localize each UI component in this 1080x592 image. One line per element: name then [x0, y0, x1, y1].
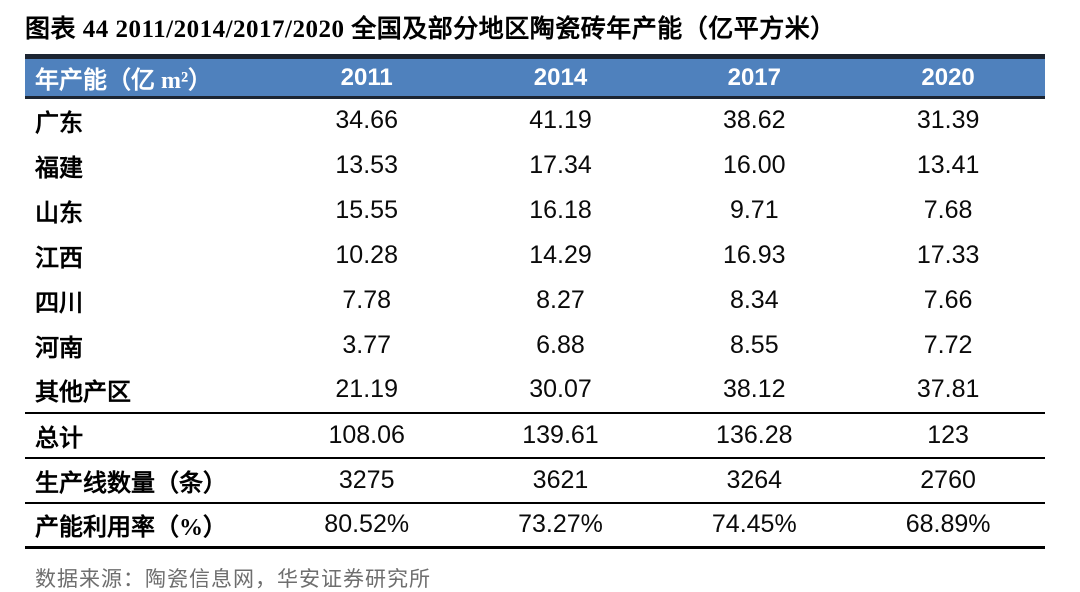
value-cell: 3275: [338, 465, 395, 494]
value-cell: 15.55: [335, 195, 398, 224]
table-row: 山东 15.55 16.18 9.71 7.68: [25, 188, 1045, 233]
value-cell: 37.81: [916, 375, 980, 403]
table-row: 江西 10.28 14.29 16.93 17.33: [25, 233, 1045, 278]
value-cell: 6.88: [536, 330, 585, 359]
value-cell: 7.66: [923, 285, 973, 314]
value-cell: 7.72: [923, 330, 973, 359]
value-cell: 17.34: [529, 150, 592, 179]
value-cell: 7.68: [923, 195, 973, 224]
total-row: 总计 108.06 139.61 136.28 123: [25, 412, 1045, 458]
value-cell: 21.19: [335, 375, 398, 403]
value-cell: 34.66: [335, 106, 398, 135]
value-cell: 38.12: [723, 375, 786, 403]
table-row: 福建 13.53 17.34 16.00 13.41: [25, 143, 1045, 188]
figure-title: 图表 44 2011/2014/2017/2020 全国及部分地区陶瓷砖年产能（…: [25, 16, 836, 43]
value-cell: 41.19: [529, 106, 592, 135]
total-label: 总计: [35, 425, 83, 452]
value-cell: 136.28: [716, 420, 793, 449]
region-label: 山东: [35, 200, 83, 227]
value-cell: 80.52%: [324, 510, 410, 539]
value-cell: 7.78: [342, 285, 392, 314]
region-label: 其他产区: [35, 380, 131, 406]
header-year-2014: 2014: [463, 54, 658, 99]
utilization-row: 产能利用率（%） 80.52% 73.27% 74.45% 68.89%: [25, 503, 1045, 548]
value-cell: 38.62: [723, 106, 786, 135]
value-cell: 16.18: [529, 195, 592, 224]
utilization-label: 产能利用率（%）: [35, 515, 227, 542]
region-label: 四川: [35, 290, 83, 317]
value-cell: 3.77: [342, 330, 392, 359]
value-cell: 123: [927, 420, 969, 449]
value-cell: 16.93: [723, 240, 786, 269]
value-cell: 9.71: [729, 195, 779, 224]
value-cell: 31.39: [916, 106, 980, 135]
value-cell: 3264: [726, 465, 783, 494]
capacity-table: 年产能（亿 m²） 2011 2014 2017 2020 广东 34.66 4…: [25, 54, 1045, 549]
table-row: 其他产区 21.19 30.07 38.12 37.81: [25, 368, 1045, 413]
production-lines-row: 生产线数量（条） 3275 3621 3264 2760: [25, 458, 1045, 503]
value-cell: 8.55: [729, 330, 779, 359]
region-label: 江西: [35, 245, 83, 272]
value-cell: 13.53: [335, 150, 398, 179]
value-cell: 13.41: [916, 150, 980, 179]
value-cell: 2760: [920, 465, 976, 494]
value-cell: 14.29: [529, 240, 592, 269]
value-cell: 108.06: [328, 420, 405, 449]
value-cell: 139.61: [522, 420, 599, 449]
value-cell: 74.45%: [711, 510, 797, 539]
header-year-2017: 2017: [657, 54, 852, 99]
value-cell: 10.28: [335, 240, 398, 269]
table-header-row: 年产能（亿 m²） 2011 2014 2017 2020: [25, 54, 1045, 99]
table-row: 河南 3.77 6.88 8.55 7.72: [25, 323, 1045, 368]
header-year-2020: 2020: [851, 54, 1045, 99]
value-cell: 17.33: [916, 240, 980, 269]
value-cell: 30.07: [529, 375, 592, 403]
value-cell: 8.27: [536, 285, 585, 314]
region-label: 广东: [35, 111, 83, 138]
production-lines-label: 生产线数量（条）: [35, 470, 227, 497]
data-source-note: 数据来源：陶瓷信息网，华安证券研究所: [35, 567, 431, 591]
value-cell: 3621: [532, 465, 589, 494]
header-year-2011: 2011: [269, 54, 464, 99]
table-row: 广东 34.66 41.19 38.62 31.39: [25, 98, 1045, 143]
value-cell: 8.34: [729, 285, 779, 314]
value-cell: 73.27%: [518, 510, 603, 539]
header-row-label: 年产能（亿 m²）: [25, 54, 270, 99]
region-label: 河南: [35, 335, 83, 362]
table-row: 四川 7.78 8.27 8.34 7.66: [25, 278, 1045, 323]
value-cell: 68.89%: [905, 510, 991, 539]
region-label: 福建: [35, 155, 83, 182]
value-cell: 16.00: [723, 150, 786, 179]
